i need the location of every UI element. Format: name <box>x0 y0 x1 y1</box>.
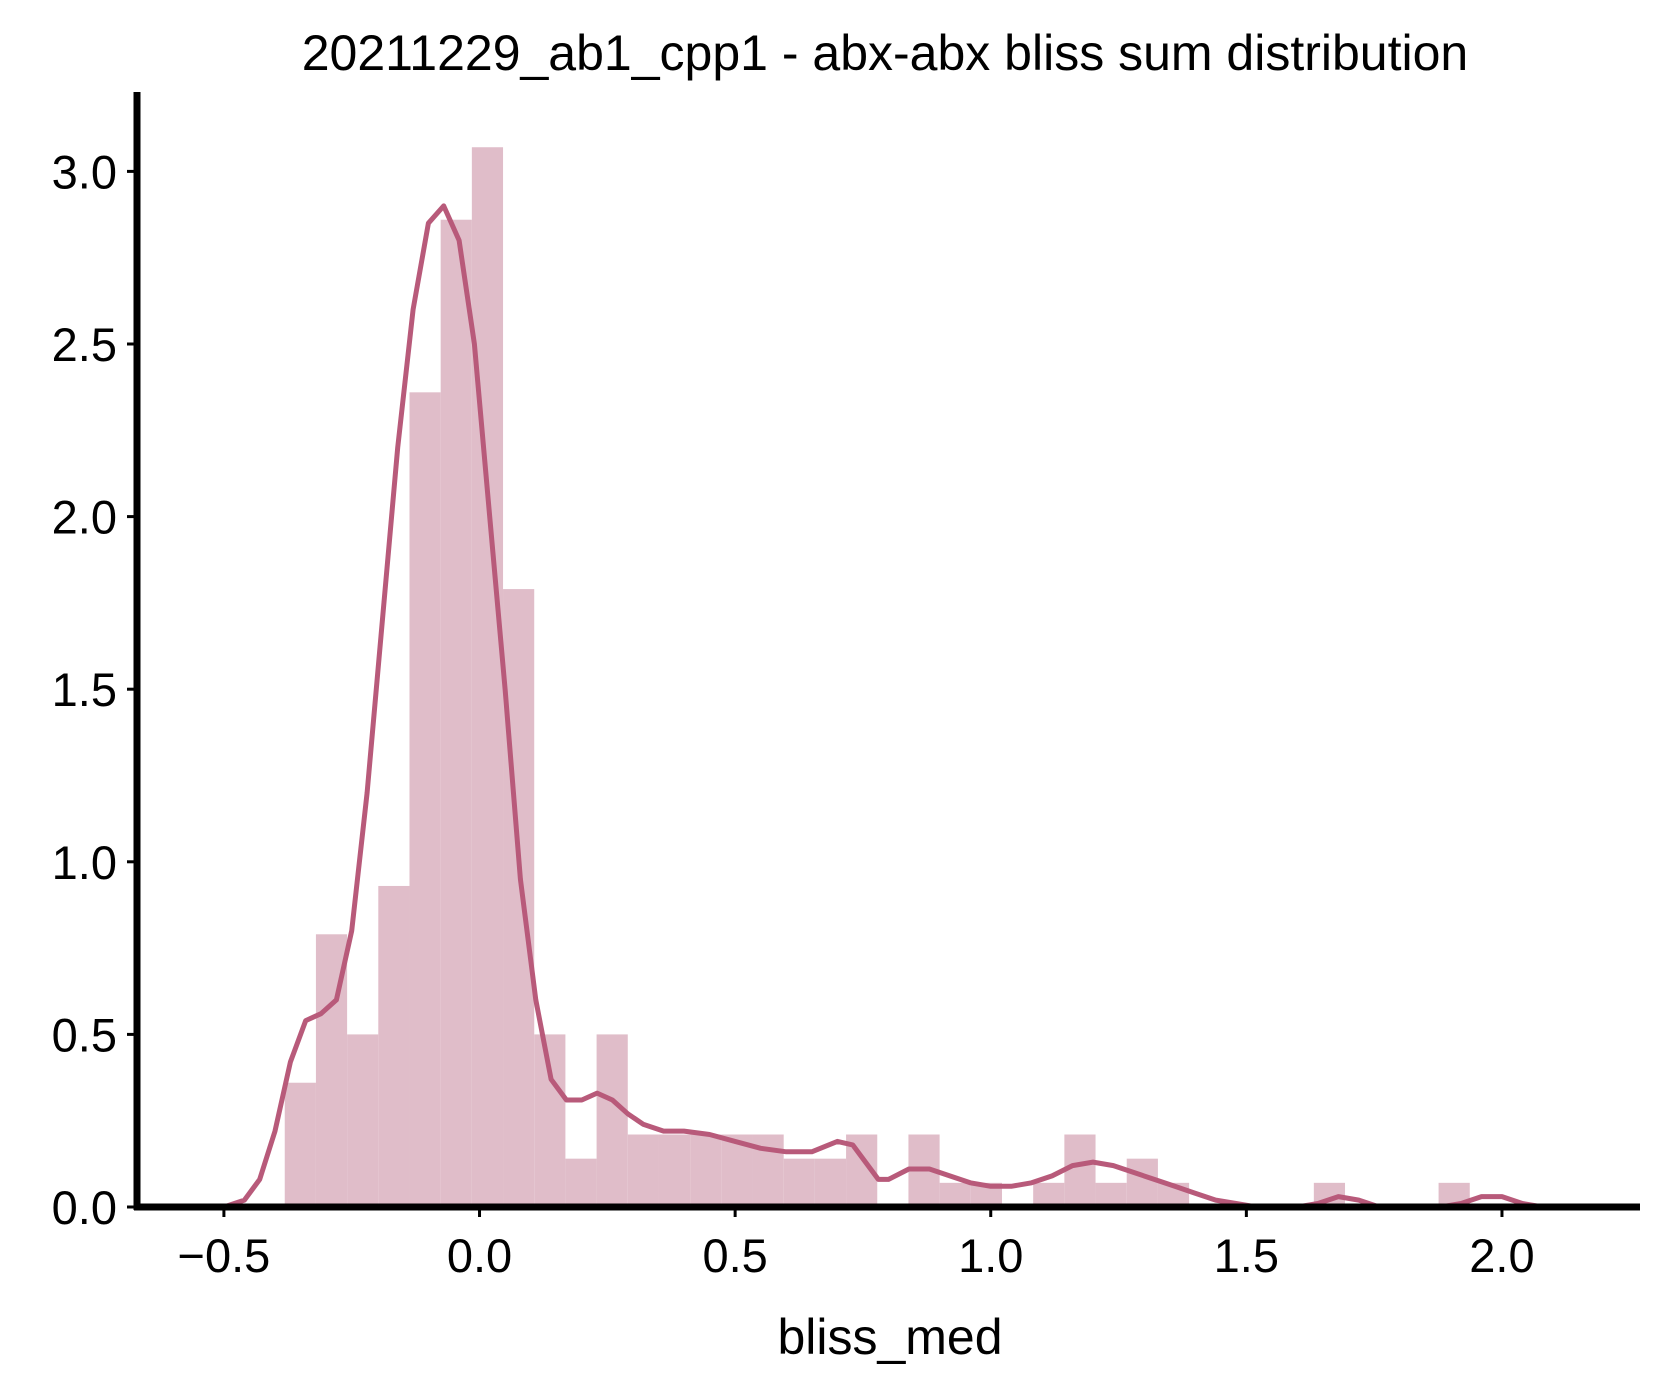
histogram-bars <box>284 147 1470 1208</box>
y-tick-label: 1.5 <box>52 663 117 716</box>
histogram-bar <box>658 1134 691 1207</box>
histogram-bar <box>690 1134 722 1207</box>
y-tick-label: 0.5 <box>52 1008 117 1061</box>
y-tick-label: 3.0 <box>52 145 117 198</box>
x-tick-label: 2.0 <box>1469 1229 1534 1282</box>
histogram-bar <box>284 1082 316 1207</box>
y-tick-label: 1.0 <box>52 836 117 889</box>
histogram-bar <box>1033 1182 1065 1207</box>
histogram-bar <box>627 1134 659 1207</box>
histogram-bar <box>565 1158 597 1207</box>
x-tick-label: 1.5 <box>1214 1229 1279 1282</box>
y-tick-label: 0.0 <box>52 1181 117 1234</box>
y-axis-ticks: 0.0 0.5 1.0 1.5 2.0 2.5 3.0 <box>52 145 137 1234</box>
chart-title: 20211229_ab1_cpp1 - abx-abx bliss sum di… <box>302 25 1468 81</box>
histogram-bar <box>1126 1158 1158 1207</box>
x-axis-label: bliss_med <box>777 1309 1002 1365</box>
histogram-bar <box>347 1034 379 1207</box>
histogram-bar <box>503 589 535 1207</box>
histogram-bar <box>1064 1134 1096 1207</box>
x-tick-label: 0.5 <box>702 1229 767 1282</box>
x-tick-label: 1.0 <box>958 1229 1023 1282</box>
histogram-bar <box>939 1182 971 1207</box>
histogram-bar <box>440 219 472 1207</box>
y-tick-label: 2.0 <box>52 491 117 544</box>
y-tick-label: 2.5 <box>52 318 117 371</box>
x-tick-label: 0.0 <box>447 1229 512 1282</box>
histogram-bar <box>409 392 441 1207</box>
histogram-bar <box>814 1158 847 1207</box>
histogram-bar <box>596 1034 628 1207</box>
x-tick-label: −0.5 <box>178 1229 271 1282</box>
x-axis-ticks: −0.5 0.0 0.5 1.0 1.5 2.0 <box>178 1207 1535 1282</box>
histogram-bar <box>471 147 504 1208</box>
histogram-bar <box>1095 1182 1127 1207</box>
histogram-bar <box>783 1158 815 1207</box>
histogram-bar <box>378 885 410 1207</box>
